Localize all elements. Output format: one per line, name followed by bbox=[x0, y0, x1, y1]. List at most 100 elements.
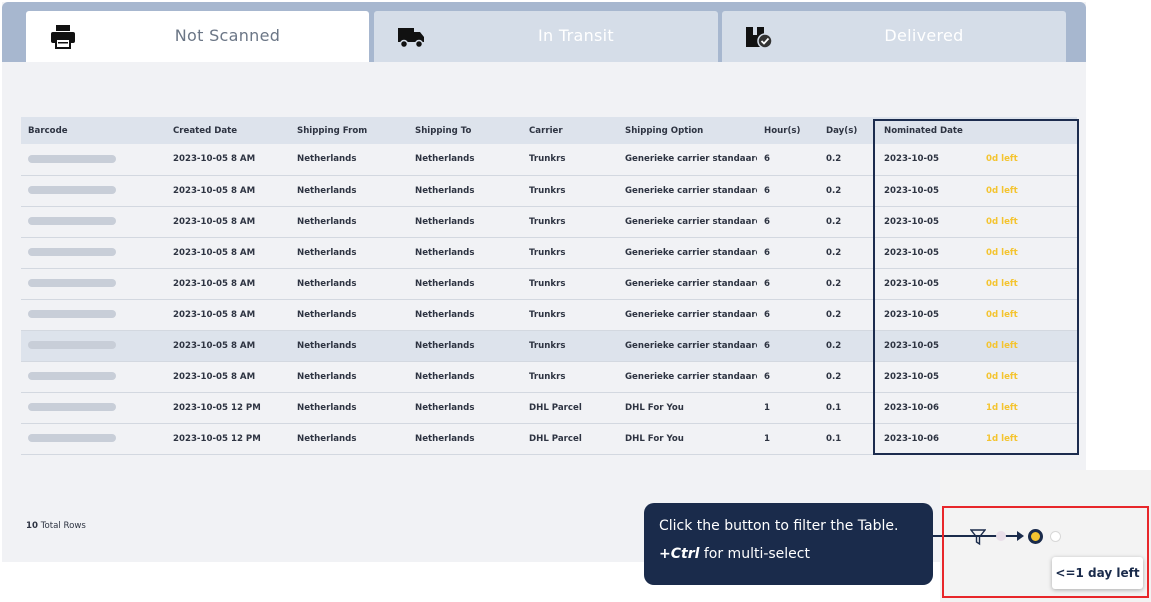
tab-not-scanned[interactable]: Not Scanned bbox=[26, 11, 369, 62]
barcode-redacted bbox=[28, 341, 116, 349]
cell-shipping-option: Generieke carrier standaard bbox=[618, 361, 757, 393]
nominated-date-value: 2023-10-05 bbox=[884, 340, 939, 351]
cell-created-date: 2023-10-05 8 AM bbox=[166, 330, 290, 362]
nominated-date-value: 2023-10-06 bbox=[884, 433, 939, 444]
cell-carrier: DHL Parcel bbox=[522, 392, 618, 424]
cell-days: 0.2 bbox=[819, 206, 870, 238]
cell-created-date: 2023-10-05 8 AM bbox=[166, 268, 290, 300]
cell-barcode bbox=[21, 175, 166, 207]
cell-barcode bbox=[21, 330, 166, 362]
cell-carrier: Trunkrs bbox=[522, 206, 618, 238]
table-row[interactable]: 2023-10-05 12 PM Netherlands Netherlands DH… bbox=[21, 392, 1077, 424]
cell-shipping-to: Netherlands bbox=[408, 175, 522, 207]
cell-hours: 6 bbox=[757, 175, 819, 207]
table-row[interactable]: 2023-10-05 8 AM Netherlands Netherlands Tru… bbox=[21, 299, 1077, 331]
table-row[interactable]: 2023-10-05 12 PM Netherlands Netherlands DH… bbox=[21, 423, 1077, 455]
column-header-nominated-date[interactable]: Nominated Date bbox=[884, 125, 963, 136]
column-header-created-date[interactable]: Created Date bbox=[173, 125, 238, 136]
cell-shipping-from: Netherlands bbox=[290, 206, 408, 238]
active-filter-badge[interactable]: <=1 day left bbox=[1052, 557, 1143, 589]
cell-hours: 6 bbox=[757, 144, 819, 176]
cell-shipping-from: Netherlands bbox=[290, 175, 408, 207]
column-header-barcode[interactable]: Barcode bbox=[28, 125, 68, 136]
cell-created-date: 2023-10-05 8 AM bbox=[166, 144, 290, 176]
cell-shipping-option: Generieke carrier standaard bbox=[618, 175, 757, 207]
cell-shipping-option: Generieke carrier standaard bbox=[618, 330, 757, 362]
filter-dot-faded[interactable] bbox=[996, 531, 1006, 541]
cell-barcode bbox=[21, 392, 166, 424]
filter-dot-active[interactable] bbox=[1028, 529, 1043, 544]
table-row[interactable]: 2023-10-05 8 AM Netherlands Netherlands Tru… bbox=[21, 206, 1077, 238]
cell-hours: 6 bbox=[757, 299, 819, 331]
column-header-hours[interactable]: Hour(s) bbox=[764, 125, 801, 136]
cell-shipping-option: DHL For You bbox=[618, 423, 757, 455]
cell-nominated-date: 2023-10-05 0d left bbox=[870, 175, 1077, 207]
column-header-shipping-option[interactable]: Shipping Option bbox=[625, 125, 704, 136]
nominated-date-value: 2023-10-05 bbox=[884, 185, 939, 196]
cell-created-date: 2023-10-05 8 AM bbox=[166, 299, 290, 331]
barcode-redacted bbox=[28, 248, 116, 256]
days-left-tag: 1d left bbox=[986, 402, 1018, 413]
barcode-redacted bbox=[28, 217, 116, 225]
nominated-date-value: 2023-10-05 bbox=[884, 278, 939, 289]
filter-tooltip: Click the button to filter the Table. +C… bbox=[644, 503, 933, 585]
cell-carrier: Trunkrs bbox=[522, 361, 618, 393]
tab-label: Delivered bbox=[884, 26, 964, 45]
truck-icon bbox=[398, 28, 424, 49]
column-header-carrier[interactable]: Carrier bbox=[529, 125, 563, 136]
cell-shipping-option: Generieke carrier standaard bbox=[618, 206, 757, 238]
filter-icon[interactable] bbox=[970, 528, 986, 546]
cell-shipping-from: Netherlands bbox=[290, 423, 408, 455]
table-row[interactable]: 2023-10-05 8 AM Netherlands Netherlands Tru… bbox=[21, 330, 1077, 362]
cell-nominated-date: 2023-10-05 0d left bbox=[870, 268, 1077, 300]
table-row[interactable]: 2023-10-05 8 AM Netherlands Netherlands Tru… bbox=[21, 144, 1077, 176]
cell-hours: 6 bbox=[757, 330, 819, 362]
tab-delivered[interactable]: Delivered bbox=[722, 11, 1066, 62]
cell-days: 0.1 bbox=[819, 423, 870, 455]
days-left-tag: 0d left bbox=[986, 278, 1018, 289]
barcode-redacted bbox=[28, 310, 116, 318]
cell-days: 0.2 bbox=[819, 144, 870, 176]
nominated-date-value: 2023-10-05 bbox=[884, 216, 939, 227]
table-row[interactable]: 2023-10-05 8 AM Netherlands Netherlands Tru… bbox=[21, 361, 1077, 393]
cell-days: 0.1 bbox=[819, 392, 870, 424]
cell-shipping-to: Netherlands bbox=[408, 237, 522, 269]
cell-nominated-date: 2023-10-06 1d left bbox=[870, 392, 1077, 424]
tooltip-line2-text: for multi-select bbox=[699, 546, 810, 562]
days-left-tag: 0d left bbox=[986, 154, 1018, 165]
cell-days: 0.2 bbox=[819, 175, 870, 207]
cell-shipping-to: Netherlands bbox=[408, 330, 522, 362]
column-header-days[interactable]: Day(s) bbox=[826, 125, 858, 136]
tooltip-line2: +Ctrl for multi-select bbox=[659, 546, 918, 562]
cell-days: 0.2 bbox=[819, 237, 870, 269]
cell-shipping-to: Netherlands bbox=[408, 423, 522, 455]
cell-shipping-to: Netherlands bbox=[408, 206, 522, 238]
barcode-redacted bbox=[28, 403, 116, 411]
cell-shipping-option: Generieke carrier standaard bbox=[618, 237, 757, 269]
cell-barcode bbox=[21, 206, 166, 238]
package-check-icon bbox=[746, 27, 773, 49]
nominated-date-value: 2023-10-05 bbox=[884, 309, 939, 320]
table-row[interactable]: 2023-10-05 8 AM Netherlands Netherlands Tru… bbox=[21, 268, 1077, 300]
total-rows-text: Total Rows bbox=[40, 521, 86, 531]
cell-hours: 6 bbox=[757, 237, 819, 269]
cell-carrier: Trunkrs bbox=[522, 330, 618, 362]
cell-barcode bbox=[21, 299, 166, 331]
filter-dot-empty[interactable] bbox=[1050, 531, 1061, 542]
cell-shipping-option: Generieke carrier standaard bbox=[618, 268, 757, 300]
cell-shipping-to: Netherlands bbox=[408, 299, 522, 331]
column-header-shipping-to[interactable]: Shipping To bbox=[415, 125, 472, 136]
cell-days: 0.2 bbox=[819, 361, 870, 393]
tab-in-transit[interactable]: In Transit bbox=[374, 11, 718, 62]
column-header-shipping-from[interactable]: Shipping From bbox=[297, 125, 368, 136]
cell-hours: 6 bbox=[757, 361, 819, 393]
cell-created-date: 2023-10-05 8 AM bbox=[166, 237, 290, 269]
table-row[interactable]: 2023-10-05 8 AM Netherlands Netherlands Tru… bbox=[21, 175, 1077, 207]
cell-barcode bbox=[21, 361, 166, 393]
table-row[interactable]: 2023-10-05 8 AM Netherlands Netherlands Tru… bbox=[21, 237, 1077, 269]
cell-days: 0.2 bbox=[819, 330, 870, 362]
days-left-tag: 0d left bbox=[986, 371, 1018, 382]
days-left-tag: 1d left bbox=[986, 433, 1018, 444]
cell-barcode bbox=[21, 423, 166, 455]
